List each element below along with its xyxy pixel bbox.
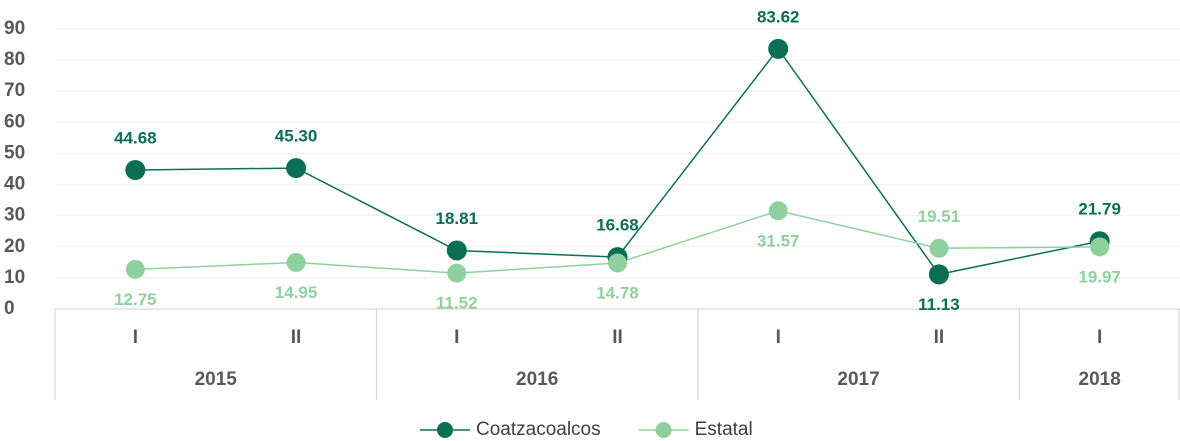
point <box>1090 237 1110 257</box>
point <box>446 240 467 261</box>
data-label: 31.57 <box>757 231 800 250</box>
point <box>125 259 145 279</box>
legend-label: Coatzacoalcos <box>476 419 601 440</box>
x-group-label: 2017 <box>837 369 879 390</box>
y-tick-label: 20 <box>4 236 25 257</box>
y-tick-label: 40 <box>4 174 25 195</box>
point <box>608 253 627 273</box>
data-label: 18.81 <box>436 209 479 228</box>
data-label: 45.30 <box>275 127 318 146</box>
point <box>928 264 949 285</box>
x-tick-label: II <box>291 327 302 348</box>
data-label: 19.51 <box>918 207 961 226</box>
data-label: 11.13 <box>918 295 960 314</box>
x-tick-label: II <box>934 327 945 348</box>
point <box>286 158 307 179</box>
data-label: 12.75 <box>114 290 157 309</box>
x-tick-label: I <box>776 327 781 348</box>
data-label: 83.62 <box>757 7 800 26</box>
x-group-label: 2015 <box>195 369 238 390</box>
point <box>768 38 789 59</box>
legend-label: Estatal <box>695 419 753 440</box>
y-tick-label: 50 <box>4 142 25 163</box>
y-tick-label: 90 <box>4 18 25 39</box>
data-label: 11.52 <box>436 294 478 313</box>
y-tick-label: 0 <box>4 298 15 319</box>
x-tick-label: I <box>1097 327 1102 348</box>
y-tick-label: 10 <box>4 267 25 288</box>
data-label: 19.97 <box>1078 267 1121 286</box>
x-group-label: 2016 <box>516 369 558 390</box>
data-label: 14.95 <box>275 283 318 302</box>
data-label: 21.79 <box>1078 200 1121 219</box>
point <box>125 159 146 180</box>
data-label: 16.68 <box>596 216 639 235</box>
legend-marker <box>437 422 453 438</box>
y-tick-label: 30 <box>4 205 25 226</box>
y-tick-label: 70 <box>4 80 25 101</box>
legend-marker <box>655 422 672 438</box>
y-tick-label: 80 <box>4 49 25 70</box>
point <box>447 263 467 283</box>
series-line <box>135 47 1100 276</box>
x-group-label: 2018 <box>1079 369 1121 390</box>
point <box>929 238 949 258</box>
data-label: 44.68 <box>114 128 157 147</box>
x-tick-label: I <box>133 327 138 348</box>
point <box>286 252 306 272</box>
y-tick-label: 60 <box>4 111 25 132</box>
x-tick-label: I <box>454 327 459 348</box>
x-tick-label: II <box>612 327 623 348</box>
point <box>768 201 788 221</box>
data-label: 14.78 <box>596 284 639 303</box>
